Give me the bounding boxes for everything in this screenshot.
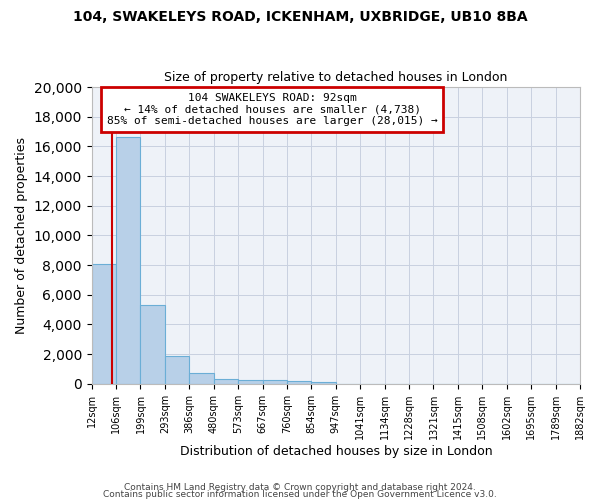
Bar [214,378,238,384]
Text: 104, SWAKELEYS ROAD, ICKENHAM, UXBRIDGE, UB10 8BA: 104, SWAKELEYS ROAD, ICKENHAM, UXBRIDGE,… [73,10,527,24]
Title: Size of property relative to detached houses in London: Size of property relative to detached ho… [164,72,508,85]
Bar [311,382,336,384]
Y-axis label: Number of detached properties: Number of detached properties [15,137,28,334]
Bar [238,380,263,384]
Bar [140,305,165,384]
Bar [92,264,116,384]
Bar [116,138,140,384]
Bar [190,374,214,384]
Text: Contains public sector information licensed under the Open Government Licence v3: Contains public sector information licen… [103,490,497,499]
X-axis label: Distribution of detached houses by size in London: Distribution of detached houses by size … [179,444,492,458]
Text: Contains HM Land Registry data © Crown copyright and database right 2024.: Contains HM Land Registry data © Crown c… [124,484,476,492]
Bar [263,380,287,384]
Text: 104 SWAKELEYS ROAD: 92sqm
← 14% of detached houses are smaller (4,738)
85% of se: 104 SWAKELEYS ROAD: 92sqm ← 14% of detac… [107,93,438,126]
Bar [287,381,311,384]
Bar [165,356,190,384]
